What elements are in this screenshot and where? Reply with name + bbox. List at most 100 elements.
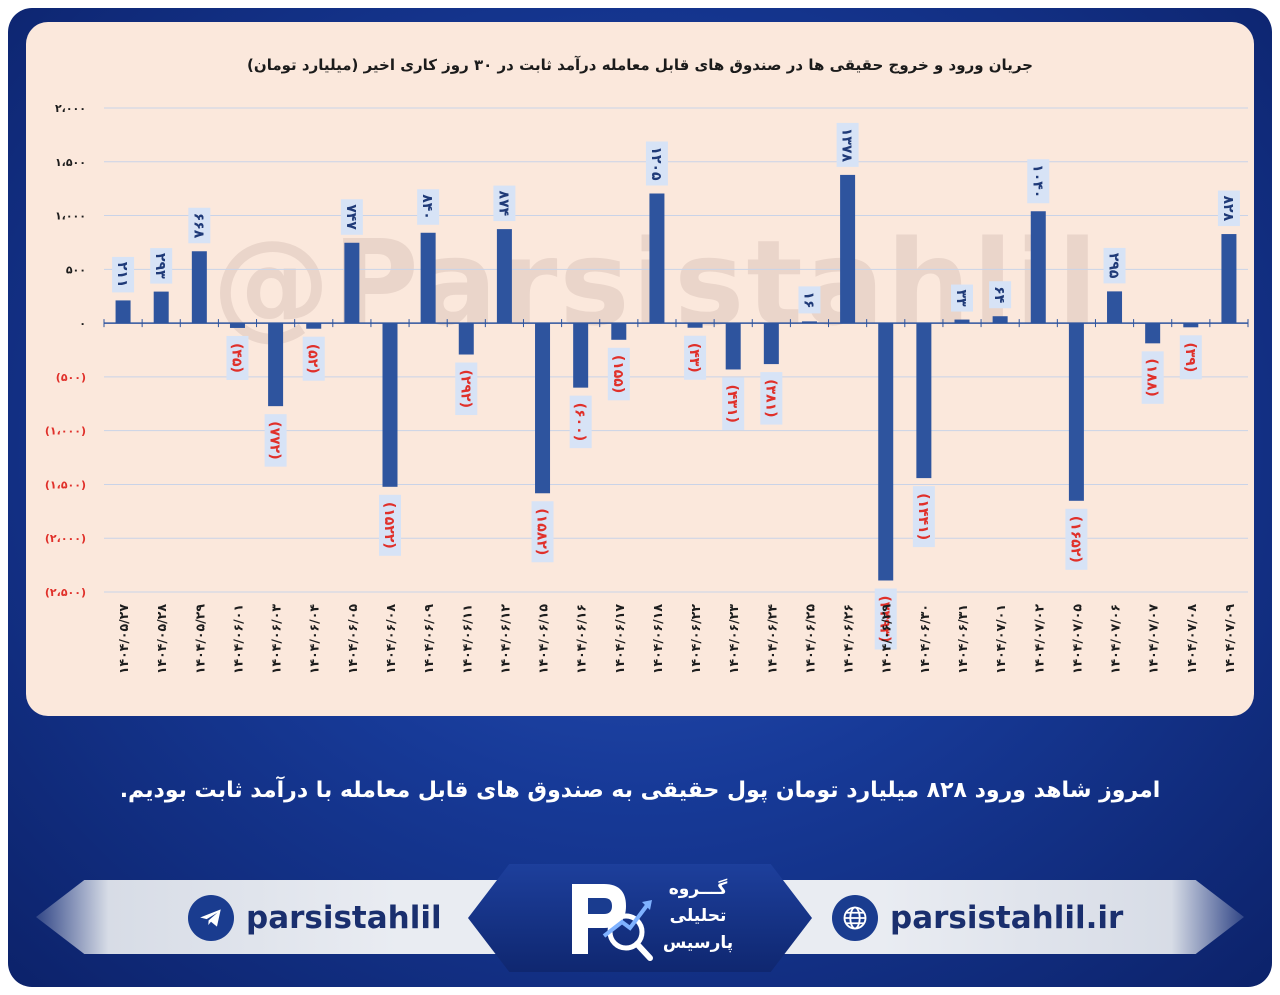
bar	[344, 242, 360, 324]
x-tick-label: ۱۴۰۴/۰۶/۲۵	[802, 604, 817, 675]
y-tick-label: (۲،۰۰۰)	[45, 532, 86, 545]
data-label-box	[1141, 351, 1164, 404]
bar	[1030, 211, 1046, 324]
data-label: (۲۳۹۳)	[874, 588, 897, 650]
data-label-box	[531, 501, 554, 563]
x-tick-label: ۱۴۰۴/۰۷/۰۱	[993, 604, 1008, 674]
x-tick-text: ۱۴۰۴/۰۷/۰۲	[1031, 604, 1046, 675]
x-tick-label: ۱۴۰۴/۰۶/۲۴	[764, 604, 779, 675]
data-label-text: ۲۹۵	[1106, 253, 1122, 279]
data-label-box	[912, 486, 935, 548]
infographic-frame: @Parsistahlil ۲،۰۰۰ ۱،۵۰۰ ۱،۰۰۰ ۵۰۰ ۰ (۵۰۰) (۱…	[8, 8, 1272, 987]
data-label: (۳۹)	[1179, 335, 1202, 380]
x-tick-label: ۱۴۰۴/۰۵/۲۹	[192, 604, 207, 675]
y-tick-label: (۲،۵۰۰)	[45, 586, 86, 599]
data-label-text: (۳۸۱)	[762, 379, 778, 417]
data-label-text: ۱۳۷۸	[839, 128, 855, 163]
x-tick-layer: ۱۴۰۴/۰۵/۲۷ ۱۴۰۴/۰۵/۲۸ ۱۴۰۴/۰۵/۲۹ ۱۴۰۴/۰۶/۰۱…	[116, 604, 1237, 675]
telegram-link[interactable]: parsistahlil	[188, 894, 442, 942]
data-label-box	[379, 494, 401, 556]
x-tick-label: ۱۴۰۴/۰۶/۱۶	[574, 604, 589, 674]
data-label-text: ۲۱۱	[114, 262, 130, 288]
data-label: (۴۵)	[226, 335, 249, 380]
bar	[268, 323, 284, 407]
x-tick-text: ۱۴۰۴/۰۶/۲۲	[688, 604, 703, 675]
bar	[382, 323, 398, 487]
bar	[801, 321, 817, 324]
bar	[725, 323, 741, 370]
bar	[649, 193, 665, 324]
website-link[interactable]: parsistahlil.ir	[832, 894, 1123, 942]
bar	[878, 323, 894, 581]
x-tick-label: ۱۴۰۴/۰۷/۰۸	[1184, 604, 1199, 675]
x-tick-text: ۱۴۰۴/۰۶/۱۸	[650, 604, 665, 675]
bar	[573, 323, 589, 388]
data-label-box	[684, 335, 707, 380]
data-label: (۱۵۸۲)	[531, 501, 554, 563]
x-tick-text: ۱۴۰۴/۰۶/۱۶	[574, 604, 589, 674]
logo-line-2: تحلیلی	[669, 906, 727, 926]
data-label: (۱۸۸)	[1141, 351, 1164, 404]
bar	[1145, 323, 1161, 344]
data-label-box	[112, 256, 135, 293]
telegram-icon	[188, 895, 234, 941]
caption-text: امروز شاهد ورود ۸۲۸ میلیارد تومان پول حق…	[119, 778, 1161, 803]
x-tick-label: ۱۴۰۴/۰۶/۱۱	[459, 604, 474, 674]
data-label-text: (۴۳)	[686, 343, 702, 373]
data-label: ۲۹۵	[1103, 247, 1126, 284]
data-label-box	[645, 141, 668, 186]
logo-text: گـــروه تحلیلی پارسیس	[658, 876, 738, 957]
data-label: (۲۹۲)	[455, 362, 478, 416]
data-label-text: (۲۹۲)	[457, 370, 473, 408]
data-label: (۱۴۴۱)	[912, 486, 935, 548]
data-label: ۶۶۸	[188, 207, 211, 244]
bar	[306, 323, 322, 329]
data-label-text: ۱۶	[800, 291, 816, 308]
x-tick-text: ۱۴۰۴/۰۶/۲۳	[726, 604, 741, 675]
data-label-text: ۸۷۴	[495, 191, 511, 217]
y-tick-label: ۰	[79, 317, 86, 330]
data-label-box	[1217, 190, 1240, 227]
x-tick-text: ۱۴۰۴/۰۶/۳۰	[917, 604, 932, 674]
data-label-text: ۸۴۰	[419, 194, 435, 220]
telegram-handle: parsistahlil	[246, 900, 442, 936]
x-tick-text: ۱۴۰۴/۰۷/۰۸	[1184, 604, 1199, 675]
bar	[992, 316, 1008, 324]
data-label-text: (۷۷۲)	[267, 421, 283, 459]
x-tick-label: ۱۴۰۴/۰۶/۲۳	[726, 604, 741, 675]
data-label: ۸۲۸	[1217, 190, 1240, 227]
data-label-text: ۷۴۷	[343, 204, 359, 230]
bar	[954, 319, 970, 324]
data-label-text: (۱۵۵)	[610, 355, 626, 393]
x-tick-text: ۱۴۰۴/۰۶/۱۷	[612, 604, 627, 675]
x-tick-label: ۱۴۰۴/۰۶/۰۵	[345, 604, 360, 675]
x-tick-text: ۱۴۰۴/۰۷/۰۱	[993, 604, 1008, 674]
data-label: ۳۳	[951, 284, 973, 312]
x-tick-label: ۱۴۰۴/۰۵/۲۸	[154, 604, 169, 675]
data-label: ۲۹۳	[150, 248, 173, 284]
x-tick-text: ۱۴۰۴/۰۷/۰۵	[1069, 604, 1084, 675]
y-tick-label: ۱،۵۰۰	[55, 156, 86, 169]
data-label-box	[874, 588, 897, 650]
bar	[763, 323, 779, 365]
grid-layer: ۲،۰۰۰ ۱،۵۰۰ ۱،۰۰۰ ۵۰۰ ۰ (۵۰۰) (۱،۰۰۰) (۱،۵۰۰) (۲…	[45, 102, 1249, 599]
data-label-box	[722, 377, 745, 430]
data-label: (۷۷۲)	[264, 414, 287, 467]
data-label-text: (۶۰۰)	[572, 403, 588, 441]
data-label: ۲۱۱	[112, 256, 135, 293]
x-tick-text: ۱۴۰۴/۰۶/۱۲	[497, 604, 512, 675]
x-tick-text: ۱۴۰۴/۰۶/۰۸	[383, 604, 398, 675]
data-label-box	[760, 372, 783, 425]
x-tick-text: ۱۴۰۴/۰۶/۰۹	[421, 604, 436, 675]
data-label: (۴۳۱)	[722, 377, 745, 430]
data-label-box	[569, 395, 592, 449]
y-tick-label: ۵۰۰	[66, 263, 86, 276]
data-label-box	[302, 336, 325, 381]
y-tick-label: ۱،۰۰۰	[55, 210, 86, 223]
bar	[1068, 323, 1084, 501]
data-label-text: ۶۴	[991, 286, 1007, 304]
x-tick-label: ۱۴۰۴/۰۶/۳۰	[917, 604, 932, 674]
data-label-text: (۱۴۴۱)	[915, 493, 931, 540]
data-label: ۱۰۴۰	[1027, 159, 1050, 204]
data-label: ۸۴۰	[417, 189, 440, 225]
